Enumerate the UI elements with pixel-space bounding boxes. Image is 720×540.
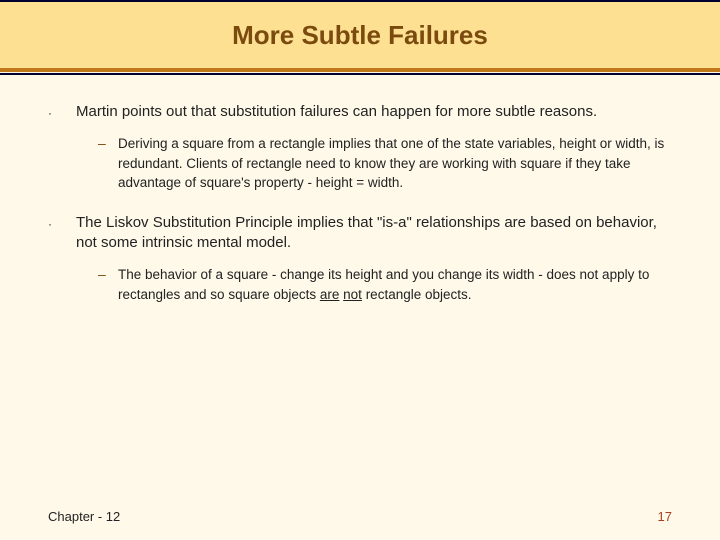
bullet-text: Martin points out that substitution fail… [76, 102, 597, 122]
dash-marker-icon: – [98, 134, 118, 193]
bullet-marker-icon: · [48, 213, 76, 254]
dash-marker-icon: – [98, 265, 118, 304]
sub-bullet-text: The behavior of a square - change its he… [118, 265, 672, 304]
underlined-word: not [343, 287, 362, 302]
title-band: More Subtle Failures [0, 0, 720, 72]
footer: Chapter - 12 17 [48, 509, 672, 524]
page-number: 17 [658, 509, 672, 524]
sub-bullet-text: Deriving a square from a rectangle impli… [118, 134, 672, 193]
sub-bullet-item: – Deriving a square from a rectangle imp… [98, 134, 672, 193]
bullet-text: The Liskov Substitution Principle implie… [76, 213, 672, 254]
slide-title: More Subtle Failures [232, 20, 488, 51]
bullet-item: · The Liskov Substitution Principle impl… [48, 213, 672, 254]
chapter-label: Chapter - 12 [48, 509, 120, 524]
bullet-marker-icon: · [48, 102, 76, 122]
content-area: · Martin points out that substitution fa… [0, 72, 720, 305]
underlined-word: are [320, 287, 340, 302]
bullet-item: · Martin points out that substitution fa… [48, 102, 672, 122]
sub-text-part: rectangle objects. [362, 287, 472, 302]
sub-bullet-item: – The behavior of a square - change its … [98, 265, 672, 304]
